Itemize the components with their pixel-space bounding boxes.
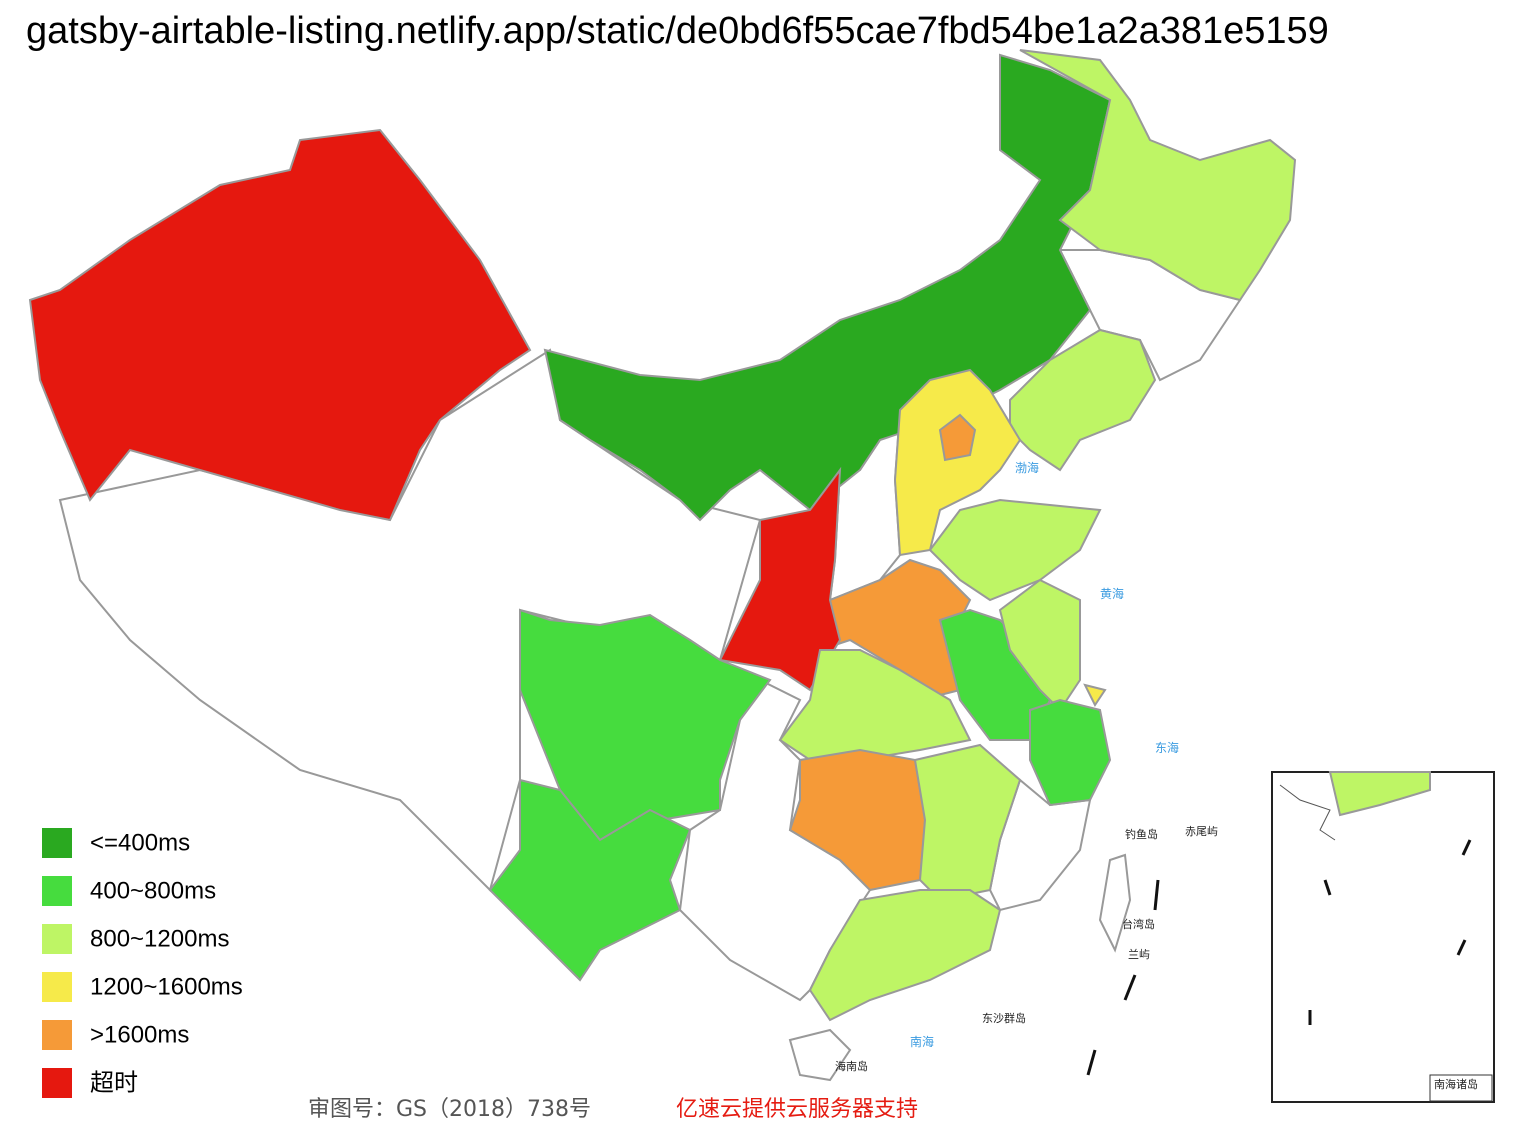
island-label: 钓鱼岛 — [1125, 827, 1158, 841]
boundary — [1086, 1049, 1097, 1076]
legend-label: >1600ms — [90, 1021, 189, 1048]
url-bar: gatsby-airtable-listing.netlify.app/stat… — [26, 10, 1329, 52]
legend-swatch — [42, 828, 72, 858]
island-label: 赤尾屿 — [1185, 825, 1218, 838]
sea-label: 黄海 — [1100, 586, 1124, 601]
sea-label: 东海 — [1155, 740, 1179, 755]
island-label: 东沙群岛 — [982, 1011, 1026, 1025]
sea-label: 渤海 — [1015, 460, 1039, 475]
boundary — [1456, 939, 1467, 956]
legend-label: 800~1200ms — [90, 925, 229, 952]
boundary — [1323, 879, 1332, 896]
inset-title: 南海诸岛 — [1434, 1077, 1478, 1091]
boundary — [1123, 974, 1137, 1001]
legend-swatch — [42, 924, 72, 954]
province — [808, 889, 1002, 1022]
map-labels: 渤海 黄海 东海 钓鱼岛 赤尾屿 台湾岛 兰屿 东沙群岛 海南岛 南海 — [835, 460, 1218, 1073]
legend: <=400ms 400~800ms 800~1200ms 1200~1600ms >16… — [42, 828, 243, 1098]
legend-label: 1200~1600ms — [90, 973, 243, 1000]
province — [788, 748, 927, 892]
island-label: 海南岛 — [835, 1059, 868, 1073]
provinces — [28, 49, 1297, 1022]
coast — [1279, 784, 1336, 841]
region — [988, 778, 1092, 912]
province — [1083, 683, 1107, 707]
island-label: 台湾岛 — [1122, 917, 1155, 931]
province — [893, 368, 1022, 557]
legend-label: 400~800ms — [90, 877, 216, 904]
island — [1098, 853, 1132, 953]
island-label: 兰屿 — [1128, 948, 1150, 961]
island — [788, 1028, 852, 1082]
province — [998, 578, 1081, 712]
inset-frame — [1271, 771, 1495, 1103]
legend-swatch — [42, 972, 72, 1002]
province — [928, 498, 1102, 602]
sponsor: 亿速云提供云服务器支持 — [676, 1097, 918, 1122]
approval-number: 审图号：GS（2018）738号 — [308, 1097, 591, 1122]
legend-label: <=400ms — [90, 829, 190, 856]
province — [1019, 49, 1297, 302]
province — [1328, 771, 1431, 817]
province — [28, 128, 532, 522]
inset-caption — [1429, 1074, 1493, 1102]
legend-swatch — [42, 876, 72, 906]
sea-label: 南海 — [910, 1034, 934, 1049]
country — [58, 249, 1242, 1082]
province — [519, 608, 772, 842]
boundary — [1461, 839, 1472, 856]
province — [1009, 328, 1157, 472]
province — [913, 743, 1022, 902]
province — [543, 53, 1112, 522]
province — [1029, 698, 1112, 807]
legend-swatch — [42, 1020, 72, 1050]
province — [488, 778, 692, 982]
inset: 南海诸岛 — [1271, 771, 1495, 1103]
dash-line — [1086, 879, 1160, 1076]
boundary — [1153, 879, 1160, 911]
legend-label: 超时 — [90, 1069, 138, 1096]
legend-swatch — [42, 1068, 72, 1098]
province — [938, 413, 977, 462]
